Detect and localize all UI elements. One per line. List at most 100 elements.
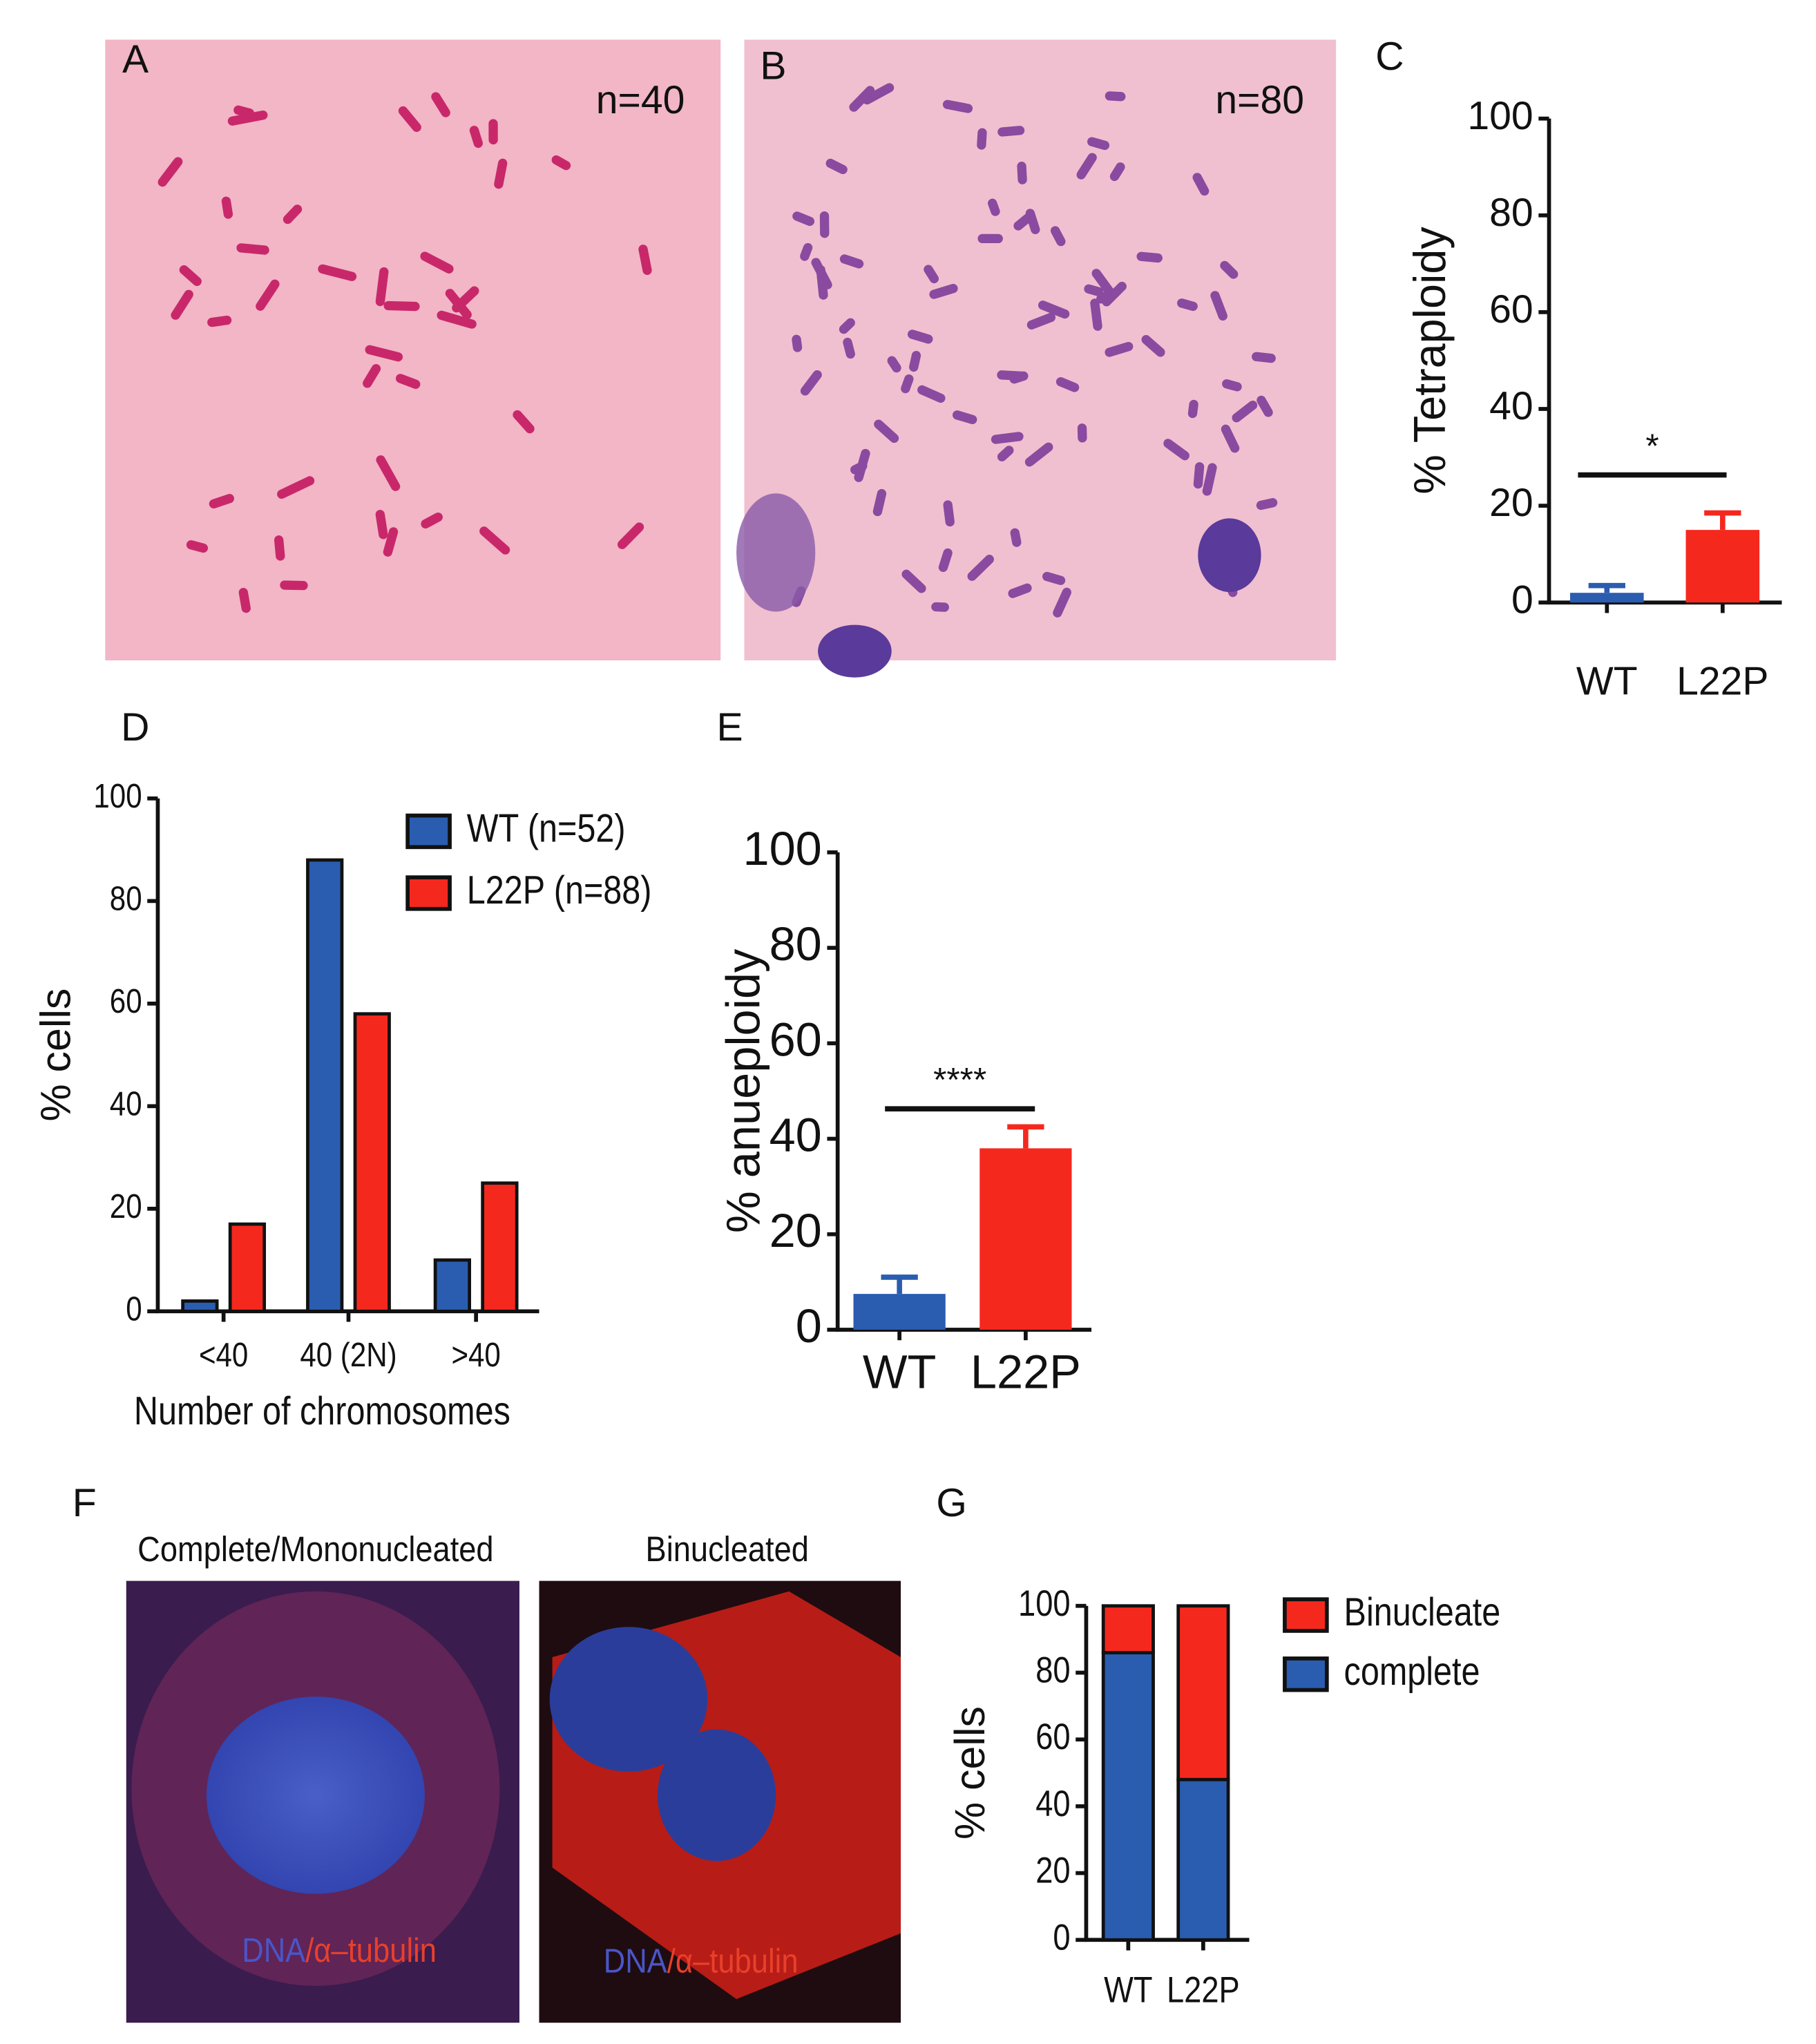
- annotation: n=80: [1215, 78, 1304, 122]
- chromosome: [431, 92, 450, 117]
- panel-label: F: [73, 1481, 97, 1525]
- x-tick-label: WT: [863, 1346, 937, 1399]
- y-tick-label: 20: [1489, 481, 1533, 525]
- chromosome: [551, 155, 571, 171]
- chromosome: [1105, 91, 1126, 102]
- chromosome: [1050, 226, 1066, 247]
- chromosome: [843, 337, 855, 359]
- chromosome: [1252, 352, 1276, 363]
- chromosome: [1232, 400, 1258, 423]
- chromosome: [363, 363, 381, 388]
- y-tick-label: 40: [1489, 384, 1533, 428]
- chromosome: [909, 351, 921, 372]
- chromosome: [375, 267, 389, 307]
- chromosome: [1220, 260, 1239, 279]
- x-tick-label: WT: [1576, 659, 1638, 703]
- panel-label: G: [936, 1481, 966, 1525]
- chromosome: [1202, 463, 1217, 496]
- legend-label: complete: [1344, 1650, 1480, 1694]
- chromosome: [991, 432, 1024, 444]
- x-tick-label: L22P: [1167, 1969, 1240, 2010]
- significance-label: ****: [933, 1061, 986, 1099]
- chromosome: [887, 356, 901, 373]
- chromosome: [1222, 379, 1242, 392]
- panel-label: E: [717, 705, 743, 749]
- y-tick-label: 0: [796, 1299, 822, 1353]
- y-tick-label: 100: [1018, 1583, 1071, 1623]
- chromosome: [1084, 284, 1104, 297]
- nucleus: [549, 1627, 708, 1772]
- x-tick-label: WT: [1104, 1969, 1152, 2010]
- chromosome: [1096, 289, 1114, 304]
- chromosome: [420, 251, 454, 274]
- chromosome: [283, 204, 303, 225]
- bar-segment: [1101, 1604, 1155, 1654]
- chart: C 0 20 40 60 80 100 % Tetraploidy WT L22P *: [1375, 35, 1782, 703]
- chromosome: [1256, 498, 1278, 510]
- chromosome: [1187, 399, 1198, 419]
- bar-segment: [1176, 1604, 1230, 1782]
- chromosome: [997, 446, 1014, 461]
- bar: [979, 1148, 1072, 1330]
- chromosome: [1053, 587, 1071, 618]
- chromosome: [1193, 462, 1205, 489]
- y-tick-label: 60: [1035, 1717, 1070, 1757]
- chromosome: [1109, 162, 1125, 182]
- panel-label: C: [1375, 35, 1404, 79]
- chromosome: [1177, 298, 1198, 312]
- chromosome: [825, 158, 848, 175]
- chromosome: [819, 211, 830, 238]
- y-tick-label: 100: [93, 776, 142, 815]
- y-axis-label: % cells: [32, 988, 79, 1122]
- chromosome: [997, 126, 1025, 137]
- legend-label: WT (n=52): [467, 807, 626, 851]
- chromosome: [977, 128, 987, 150]
- chromosome: [1026, 312, 1056, 329]
- chromosome: [952, 410, 977, 424]
- stain-tubulin: /α–tubulin: [305, 1931, 437, 1969]
- chromosome: [874, 419, 899, 443]
- bar: [1570, 593, 1644, 603]
- stain-label: DNA/α–tubulin: [604, 1942, 799, 1980]
- chromosome: [938, 548, 953, 572]
- chromosome: [280, 580, 308, 591]
- chromosome: [977, 233, 1003, 244]
- x-tick-label: L22P: [971, 1346, 1081, 1399]
- chromosome: [488, 119, 498, 145]
- stain-tubulin: /α–tubulin: [667, 1942, 799, 1980]
- chromosome: [854, 448, 870, 482]
- chromosome: [375, 510, 388, 539]
- legend-swatch: [405, 875, 452, 911]
- chromosome: [395, 374, 421, 389]
- chromosome: [1210, 291, 1227, 321]
- chromosome: [862, 83, 895, 105]
- chromosome: [792, 211, 815, 227]
- chromosome: [917, 385, 946, 403]
- y-tick-label: 20: [1035, 1850, 1070, 1891]
- chromosome: [1136, 251, 1163, 263]
- chromosome: [227, 110, 268, 126]
- chromosome: [207, 315, 232, 327]
- bar: [853, 1294, 946, 1330]
- bar-segment: [1101, 1651, 1155, 1942]
- chromosome: [1163, 439, 1189, 461]
- bar: [306, 858, 344, 1313]
- chromosomes-a: [157, 92, 652, 613]
- x-tick-label: <40: [199, 1335, 248, 1374]
- photo-title: Binucleated: [646, 1530, 809, 1569]
- chromosome: [1013, 213, 1033, 231]
- chromosome: [1105, 342, 1134, 357]
- chromosome: [811, 258, 832, 289]
- legend-swatch: [405, 813, 452, 850]
- chromosome: [924, 265, 939, 284]
- y-tick-label: 100: [743, 822, 821, 875]
- chromosome: [997, 370, 1029, 381]
- chromosome: [236, 243, 269, 255]
- panel-label: A: [122, 37, 149, 82]
- chromosome: [171, 289, 193, 320]
- chromosome: [469, 126, 483, 149]
- chromosome: [907, 329, 933, 344]
- chromosome: [452, 286, 479, 313]
- annotation: n=40: [596, 78, 685, 122]
